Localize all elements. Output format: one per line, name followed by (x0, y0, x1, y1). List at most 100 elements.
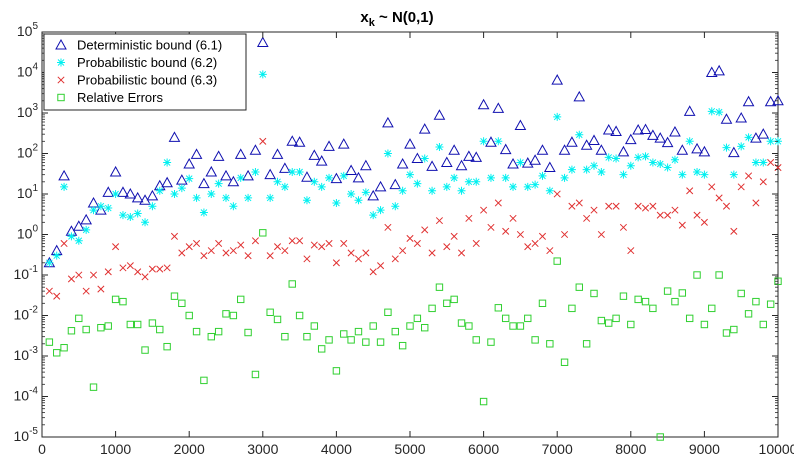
data-point-triangle (205, 165, 218, 177)
data-point-square (170, 292, 179, 300)
data-point-triangle (220, 169, 232, 181)
data-point-triangle (279, 162, 291, 173)
data-point-x (480, 206, 488, 214)
data-point-triangle (485, 136, 497, 147)
data-point-triangle (536, 144, 549, 155)
data-point-x (531, 239, 539, 248)
data-point-star (670, 155, 679, 164)
data-point-square (722, 329, 731, 337)
y-tick-base: 10 (17, 104, 33, 120)
data-point-triangle (463, 150, 475, 161)
data-point-triangle (234, 148, 247, 159)
data-point-square (656, 433, 664, 441)
data-point-x (229, 247, 237, 255)
data-point-star (148, 202, 157, 211)
series-star (45, 70, 782, 267)
data-point-star (67, 232, 76, 241)
data-point-square (472, 336, 480, 344)
data-point-square (627, 320, 635, 329)
data-point-triangle (433, 109, 446, 120)
legend-box (43, 33, 247, 111)
data-point-star (89, 206, 98, 215)
data-point-star (560, 173, 569, 182)
data-point-x (318, 243, 326, 251)
data-point-star (111, 190, 120, 198)
data-point-x (465, 214, 473, 222)
data-point-square (133, 320, 142, 329)
data-point-star (729, 170, 738, 179)
data-point-square (752, 297, 760, 306)
data-point-x (207, 247, 215, 255)
y-tick-base: 10 (14, 347, 30, 363)
data-point-square (649, 304, 657, 313)
data-point-triangle (676, 144, 689, 155)
data-point-triangle (772, 94, 784, 106)
data-point-star (155, 186, 164, 195)
data-point-triangle (315, 155, 328, 166)
data-point-star (634, 153, 643, 162)
data-point-x (406, 234, 414, 242)
data-point-triangle (198, 177, 210, 189)
data-point-star (229, 202, 238, 211)
data-point-star (678, 170, 687, 179)
data-point-square (303, 332, 311, 341)
data-point-x (524, 243, 532, 251)
data-point-square (259, 229, 267, 237)
data-point-x (686, 187, 694, 195)
y-tick-label: 10-3 (14, 345, 39, 363)
data-point-star (192, 193, 201, 202)
data-point-x (362, 249, 370, 257)
data-point-star (567, 165, 576, 174)
data-point-triangle (654, 132, 667, 143)
data-point-square (229, 311, 238, 320)
data-point-star (715, 108, 724, 117)
data-point-triangle (293, 136, 306, 147)
data-point-square (310, 322, 319, 330)
data-point-star (391, 202, 400, 211)
data-point-star (251, 167, 260, 176)
data-point-x (82, 287, 90, 295)
data-point-square (222, 310, 230, 318)
data-point-x (421, 226, 429, 234)
data-point-triangle (551, 74, 564, 85)
legend-marker-star (57, 58, 65, 67)
chart-title-rest: ~ N(0,1) (375, 9, 434, 26)
data-point-x (369, 268, 377, 276)
x-tick-label: 6000 (468, 441, 499, 457)
data-point-star (236, 173, 245, 182)
data-point-star (74, 236, 83, 245)
data-point-x (354, 255, 363, 263)
data-point-square (244, 328, 252, 337)
data-point-star (457, 186, 466, 195)
data-point-square (163, 342, 171, 351)
data-point-x (399, 247, 407, 255)
data-point-star (60, 182, 69, 191)
data-point-star (435, 142, 444, 151)
data-point-triangle (382, 116, 394, 128)
data-point-triangle (58, 169, 70, 181)
data-point-x (97, 285, 105, 293)
x-tick-label: 1000 (100, 441, 131, 457)
data-point-triangle (242, 169, 254, 181)
y-tick-exponent: 5 (32, 21, 38, 32)
y-tick-exponent: 2 (32, 143, 38, 154)
data-point-triangle (477, 98, 490, 110)
data-point-triangle (669, 125, 681, 137)
y-tick-label: 103 (17, 102, 39, 120)
data-point-triangle (507, 157, 519, 169)
data-point-square (759, 320, 767, 329)
data-point-square (737, 289, 745, 298)
data-point-triangle (448, 144, 461, 155)
data-point-triangle (426, 160, 438, 171)
data-point-x (487, 223, 495, 231)
data-point-star (244, 193, 253, 202)
data-point-star (177, 184, 186, 193)
data-point-triangle (359, 159, 372, 171)
data-point-square (685, 314, 694, 323)
data-point-x (649, 202, 657, 210)
data-point-triangle (566, 136, 578, 147)
data-point-x (472, 239, 480, 248)
data-point-x (170, 232, 179, 240)
data-point-x (104, 268, 112, 276)
